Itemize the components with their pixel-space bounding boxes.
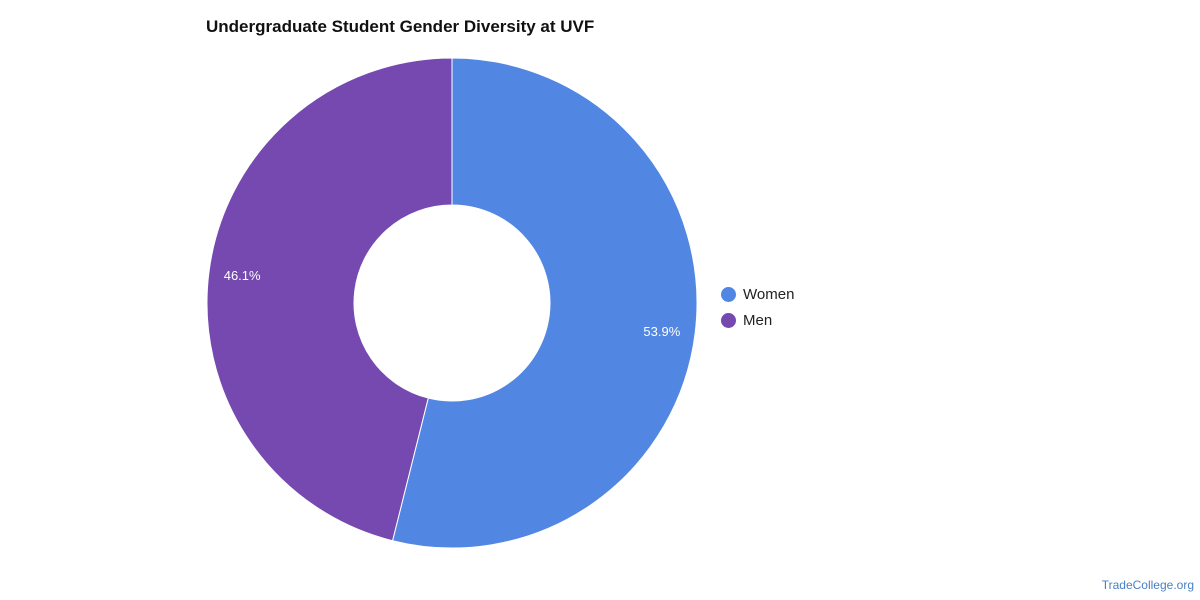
donut-slice-men[interactable] (206, 57, 453, 542)
legend-swatch-women (721, 286, 736, 302)
legend-item-men[interactable]: Men (721, 307, 794, 333)
slice-label-men: 46.1% (224, 268, 261, 283)
legend-swatch-men (721, 312, 736, 328)
slice-label-women: 53.9% (643, 324, 680, 339)
chart-title: Undergraduate Student Gender Diversity a… (206, 17, 595, 36)
legend-item-women[interactable]: Women (721, 281, 794, 307)
donut-slice-women[interactable] (391, 57, 698, 549)
chart-legend: Women Men (721, 281, 794, 333)
legend-label-men: Men (743, 311, 773, 329)
legend-label-women: Women (743, 285, 795, 303)
watermark[interactable]: TradeCollege.org (1101, 578, 1194, 592)
